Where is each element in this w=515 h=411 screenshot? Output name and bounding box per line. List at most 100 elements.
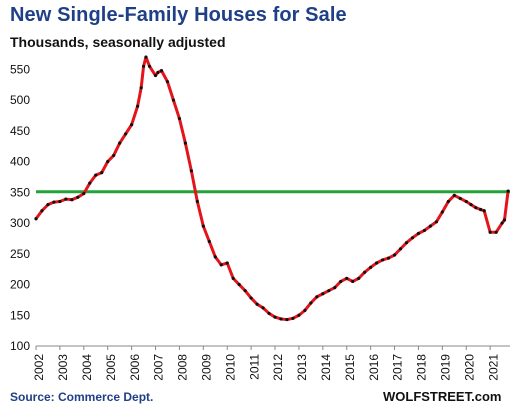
x-tick-label: 2015 <box>343 354 357 381</box>
data-point <box>363 270 367 274</box>
data-point <box>82 191 86 196</box>
data-point <box>201 224 205 228</box>
data-point <box>225 261 229 265</box>
series-markers <box>34 55 510 322</box>
data-point <box>147 64 152 68</box>
data-point <box>416 231 421 236</box>
data-point <box>482 209 486 213</box>
data-point <box>345 276 349 280</box>
data-point <box>386 256 391 260</box>
chart-subtitle: Thousands, seasonally adjusted <box>10 34 226 50</box>
x-tick-label: 2012 <box>271 354 285 381</box>
x-tick-label: 2014 <box>319 354 333 381</box>
data-point <box>494 230 498 234</box>
data-point <box>434 220 438 224</box>
y-tick-label: 550 <box>10 62 30 76</box>
data-point <box>213 255 217 259</box>
data-point <box>369 265 373 269</box>
data-point <box>422 228 427 233</box>
x-tick-label: 2003 <box>56 354 70 381</box>
x-tick-label: 2017 <box>391 354 405 381</box>
data-point <box>500 221 504 225</box>
data-point <box>474 206 478 210</box>
y-tick-label: 350 <box>10 185 30 199</box>
y-tick-label: 500 <box>10 93 30 107</box>
y-tick-label: 400 <box>10 155 30 169</box>
data-point <box>207 239 211 244</box>
data-point <box>469 203 473 207</box>
x-tick-label: 2010 <box>223 354 237 381</box>
data-point <box>165 80 170 84</box>
data-point <box>392 253 397 257</box>
series-line <box>34 55 510 322</box>
data-point <box>351 279 355 284</box>
x-tick-label: 2004 <box>80 354 94 381</box>
data-point <box>144 55 148 59</box>
x-tick-label: 2002 <box>32 354 46 381</box>
data-point <box>303 308 307 312</box>
data-point <box>94 173 98 177</box>
data-point <box>88 181 92 185</box>
data-point <box>106 159 110 164</box>
data-point <box>64 197 68 201</box>
data-point <box>375 261 379 265</box>
data-point <box>243 289 247 293</box>
x-tick-label: 2019 <box>439 354 453 381</box>
data-point <box>153 73 158 78</box>
y-tick-label: 100 <box>10 339 30 353</box>
data-point <box>237 282 241 287</box>
y-tick-label: 200 <box>10 278 30 292</box>
y-tick-label: 150 <box>10 308 30 322</box>
data-point <box>478 207 483 212</box>
x-tick-label: 2007 <box>152 354 166 381</box>
data-point <box>410 236 415 240</box>
data-point <box>100 171 104 175</box>
x-tick-label: 2020 <box>462 354 476 381</box>
data-point <box>327 289 331 293</box>
data-point <box>428 224 433 228</box>
y-tick-label: 300 <box>10 216 30 230</box>
data-point <box>464 199 468 204</box>
x-tick-label: 2005 <box>104 354 118 381</box>
data-point <box>255 302 259 306</box>
data-point <box>440 210 444 214</box>
data-point <box>231 276 235 280</box>
data-point <box>446 199 450 204</box>
data-point <box>315 295 319 299</box>
x-tick-label: 2021 <box>486 354 500 381</box>
data-point <box>261 306 265 310</box>
data-point <box>309 301 313 305</box>
data-point <box>124 132 128 136</box>
data-point <box>141 64 146 68</box>
data-point <box>135 104 140 108</box>
data-point <box>58 199 62 204</box>
chart-title: New Single-Family Houses for Sale <box>10 4 347 26</box>
x-tick-label: 2008 <box>176 354 190 381</box>
data-point <box>112 153 116 158</box>
y-tick-label: 250 <box>10 247 30 261</box>
data-point <box>339 279 343 284</box>
data-point <box>130 123 134 127</box>
data-point <box>52 200 56 204</box>
data-point <box>219 263 223 267</box>
data-point <box>488 230 492 234</box>
data-point <box>291 316 295 320</box>
data-point <box>159 68 164 73</box>
data-point <box>70 198 74 202</box>
data-point <box>118 141 122 145</box>
data-point <box>267 311 271 316</box>
x-tick-label: 2018 <box>415 354 429 381</box>
data-point <box>249 296 253 300</box>
data-point <box>285 317 289 322</box>
data-point <box>357 276 361 280</box>
data-point <box>177 116 182 121</box>
data-point <box>34 217 38 221</box>
y-axis: 100 150 200 250 300 350 400 450 500 550 <box>10 62 30 353</box>
data-point <box>183 141 187 145</box>
data-point <box>506 189 510 193</box>
data-point <box>156 70 160 75</box>
data-point <box>452 193 456 197</box>
data-point <box>139 86 143 90</box>
data-point <box>279 317 283 321</box>
